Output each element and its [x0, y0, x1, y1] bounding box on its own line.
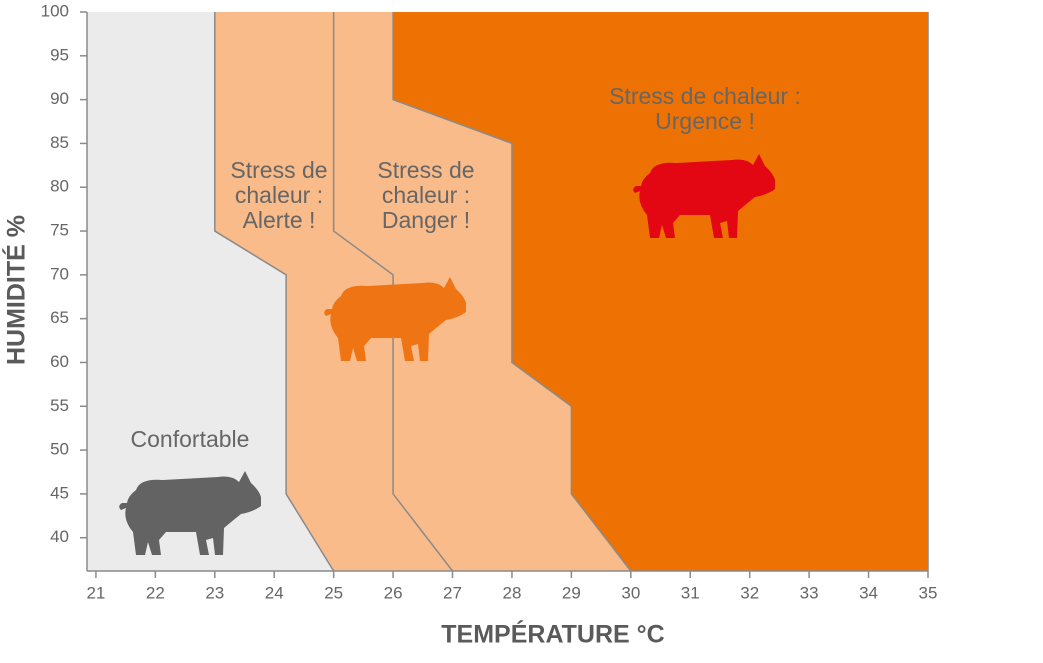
zone-boundary: [392, 12, 632, 572]
zone: [333, 12, 631, 571]
y-tick-label: 90: [50, 89, 69, 108]
y-tick-label: 40: [50, 527, 69, 546]
x-tick-label: 23: [205, 583, 224, 602]
y-tick-label: 60: [50, 352, 69, 371]
y-tick-label: 55: [50, 396, 69, 415]
zone-label: Stress de: [377, 157, 474, 183]
zone-label: chaleur :: [235, 182, 323, 208]
x-tick-label: 30: [621, 583, 640, 602]
y-tick-label: 50: [50, 440, 69, 459]
y-tick-label: 75: [50, 221, 69, 240]
zone-boundary: [332, 12, 454, 572]
x-tick-label: 26: [384, 583, 403, 602]
x-tick-label: 28: [502, 583, 521, 602]
zone: [393, 12, 928, 571]
x-tick-label: 25: [324, 583, 343, 602]
y-tick-label: 65: [50, 308, 69, 327]
y-axis-title: HUMIDITÉ %: [2, 215, 31, 365]
x-tick-label: 31: [681, 583, 700, 602]
zone-label: Stress de chaleur :: [609, 83, 801, 109]
x-tick-label: 21: [86, 583, 105, 602]
zone-label: Urgence !: [655, 108, 755, 134]
x-tick-label: 35: [919, 583, 938, 602]
x-tick-label: 33: [800, 583, 819, 602]
zone-label: Stress de: [230, 157, 327, 183]
y-tick-label: 95: [50, 45, 69, 64]
y-tick-label: 100: [41, 1, 69, 20]
x-axis-title: TEMPÉRATURE °C: [441, 620, 664, 649]
zone-label: Confortable: [131, 426, 250, 452]
x-tick-label: 24: [265, 583, 284, 602]
zone-label: Danger !: [382, 207, 470, 233]
zone-label: chaleur :: [382, 182, 470, 208]
x-tick-label: 32: [740, 583, 759, 602]
x-tick-label: 22: [146, 583, 165, 602]
x-tick-label: 34: [859, 583, 878, 602]
y-tick-label: 80: [50, 177, 69, 196]
x-tick-label: 27: [443, 583, 462, 602]
zone: [87, 12, 334, 571]
x-tick-label: 29: [562, 583, 581, 602]
y-tick-label: 70: [50, 264, 69, 283]
y-tick-label: 45: [50, 483, 69, 502]
zone-label: Alerte !: [243, 207, 316, 233]
zone-boundary: [214, 12, 335, 572]
y-tick-label: 85: [50, 133, 69, 152]
